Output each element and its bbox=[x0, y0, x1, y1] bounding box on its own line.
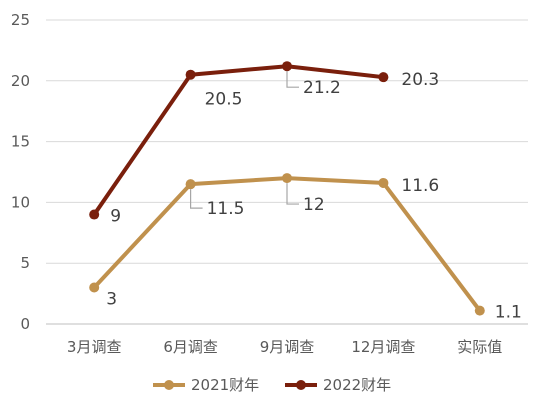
x-tick-label: 12月调查 bbox=[351, 338, 415, 356]
series-line-2 bbox=[92, 64, 384, 216]
data-point bbox=[89, 282, 100, 293]
legend-swatch-marker bbox=[164, 380, 174, 390]
y-tick-label: 10 bbox=[11, 193, 30, 211]
label-leader-line bbox=[286, 183, 299, 205]
y-tick-label: 20 bbox=[11, 72, 30, 90]
x-axis-tick-labels: 3月调查 6月调查 9月调查 12月调查 实际值 bbox=[67, 338, 502, 356]
data-label: 21.2 bbox=[303, 78, 341, 98]
data-point bbox=[185, 69, 196, 80]
data-point bbox=[378, 72, 389, 83]
data-label: 11.6 bbox=[401, 176, 439, 196]
data-point bbox=[474, 305, 485, 316]
data-label: 12 bbox=[303, 195, 325, 215]
y-tick-label: 15 bbox=[11, 133, 30, 151]
data-labels: 3 11.5 12 11.6 1.1 9 20.5 21.2 20.3 bbox=[106, 70, 522, 322]
x-tick-label: 6月调查 bbox=[163, 338, 218, 356]
y-tick-label: 25 bbox=[11, 11, 30, 29]
data-label: 20.5 bbox=[205, 90, 243, 110]
x-tick-label: 9月调查 bbox=[260, 338, 315, 356]
y-tick-label: 0 bbox=[20, 315, 30, 333]
data-point bbox=[89, 209, 100, 220]
legend-label: 2021财年 bbox=[191, 376, 259, 394]
data-point bbox=[378, 177, 389, 188]
data-point bbox=[282, 61, 292, 72]
data-label: 20.3 bbox=[401, 70, 439, 90]
data-label: 11.5 bbox=[207, 199, 245, 219]
data-label: 3 bbox=[106, 290, 117, 310]
label-leader-line bbox=[190, 189, 203, 209]
legend: 2021财年 2022财年 bbox=[153, 376, 391, 394]
data-label: 9 bbox=[110, 207, 121, 227]
x-tick-label: 实际值 bbox=[457, 338, 502, 356]
y-tick-label: 5 bbox=[20, 254, 30, 272]
x-tick-label: 3月调查 bbox=[67, 338, 122, 356]
legend-swatch-marker bbox=[296, 380, 306, 390]
y-axis-tick-labels: 0 5 10 15 20 25 bbox=[11, 11, 30, 333]
series-lines bbox=[89, 61, 485, 316]
legend-label: 2022财年 bbox=[323, 376, 391, 394]
data-label: 1.1 bbox=[495, 303, 522, 323]
label-leader-line bbox=[286, 71, 299, 88]
data-point bbox=[282, 173, 292, 184]
data-point bbox=[185, 179, 196, 190]
